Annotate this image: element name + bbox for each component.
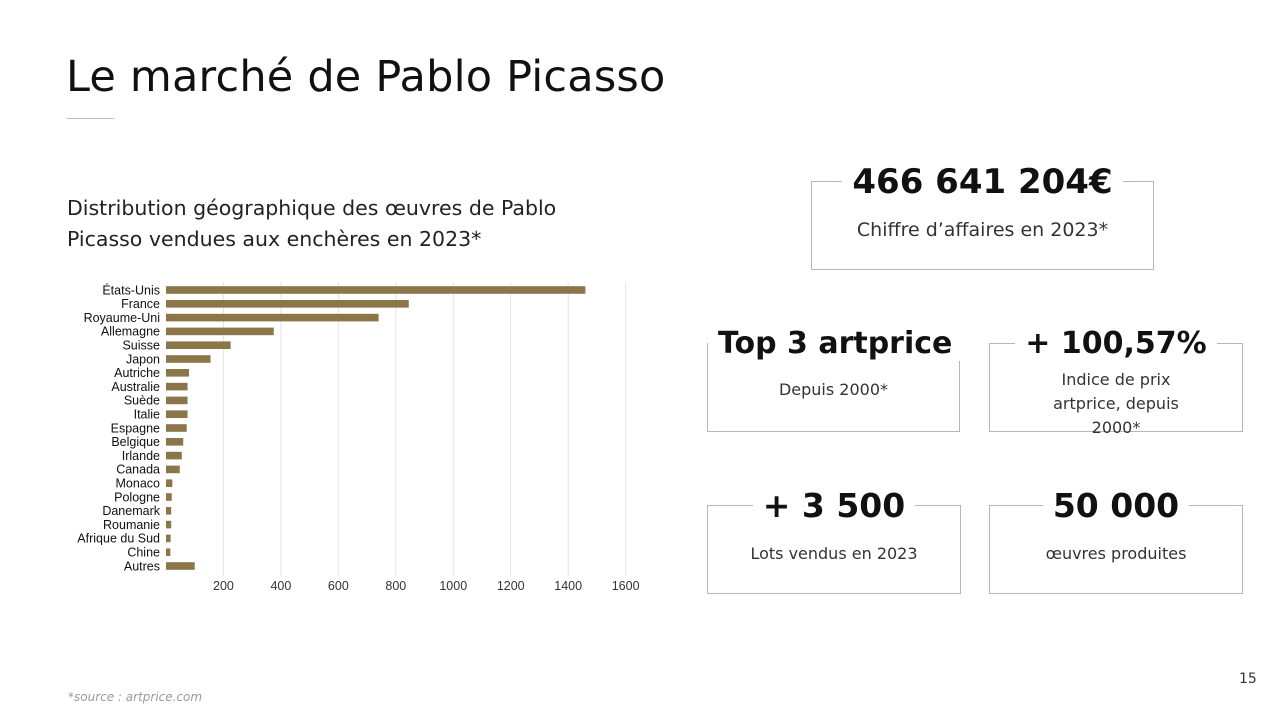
chart-x-tick-labels: 200 400 600 800 1000 1200 1400 1600: [213, 579, 640, 593]
bar: [166, 520, 172, 529]
price-index-label: Indice de prix artprice, depuis 2000*: [1053, 370, 1179, 437]
title-divider: [67, 118, 114, 119]
slide-title: Le marché de Pablo Picasso: [66, 52, 666, 102]
x-tick-label: 1400: [554, 579, 582, 593]
bar: [166, 327, 274, 336]
category-label: Danemark: [102, 504, 160, 518]
chart-bars: [166, 286, 586, 570]
bar: [166, 548, 171, 556]
turnover-value: 466 641 204€: [812, 162, 1153, 202]
works-stat-box: 50 000 œuvres produites: [989, 486, 1243, 594]
category-label: Roumanie: [103, 518, 160, 532]
category-label: Autriche: [114, 366, 160, 380]
bar: [166, 341, 231, 349]
bar: [166, 286, 586, 294]
x-tick-label: 1600: [612, 579, 640, 593]
bar: [166, 410, 188, 418]
bar: [166, 479, 173, 487]
top3-stat-box: Top 3 artprice Depuis 2000*: [707, 326, 963, 432]
category-label: Autres: [124, 559, 160, 573]
bar: [166, 534, 171, 543]
category-label: Belgique: [111, 435, 160, 449]
bar: [166, 396, 188, 405]
category-label: Canada: [116, 463, 160, 477]
x-tick-label: 800: [385, 579, 406, 593]
category-label: Australie: [111, 380, 160, 394]
x-tick-label: 600: [328, 579, 349, 593]
bar: [166, 507, 172, 515]
top3-value: Top 3 artprice: [708, 326, 963, 361]
chart-grid: [222, 282, 627, 576]
x-tick-label: 1200: [497, 579, 525, 593]
bar: [166, 369, 189, 377]
category-label: Afrique du Sud: [77, 532, 160, 546]
geographic-distribution-chart: États-UnisFranceRoyaume-UniAllemagneSuis…: [77, 282, 640, 593]
category-label: Pologne: [114, 490, 160, 504]
bar: [166, 465, 180, 474]
category-label: France: [121, 297, 160, 311]
lots-value: + 3 500: [708, 486, 960, 525]
chart-subtitle: Distribution géographique des œuvres de …: [67, 196, 557, 251]
category-label: Monaco: [116, 477, 161, 491]
bar: [166, 313, 379, 322]
turnover-label: Chiffre d’affaires en 2023*: [856, 219, 1109, 241]
price-index-stat-box: + 100,57% Indice de prix artprice, depui…: [989, 326, 1243, 437]
lots-label: Lots vendus en 2023: [750, 544, 918, 563]
category-label: Suisse: [122, 339, 160, 353]
category-label: Royaume-Uni: [84, 311, 160, 325]
x-tick-label: 200: [213, 579, 234, 593]
category-label: États-Unis: [102, 282, 160, 297]
bar: [166, 562, 195, 570]
top3-label: Depuis 2000*: [778, 380, 889, 399]
category-label: Allemagne: [101, 325, 160, 339]
bar: [166, 438, 184, 446]
price-index-value: + 100,57%: [990, 326, 1242, 361]
works-label: œuvres produites: [1045, 544, 1187, 563]
category-label: Japon: [126, 352, 160, 366]
category-label: Suède: [124, 394, 160, 408]
lots-stat-box: + 3 500 Lots vendus en 2023: [707, 486, 961, 594]
x-tick-label: 1000: [439, 579, 467, 593]
bar: [166, 451, 182, 460]
category-label: Irlande: [122, 449, 160, 463]
page-number: 15: [1239, 671, 1257, 687]
bar: [166, 493, 172, 501]
bar: [166, 382, 188, 391]
bar: [166, 424, 187, 432]
works-value: 50 000: [990, 486, 1242, 525]
bar: [166, 355, 211, 363]
bar: [166, 300, 409, 308]
category-label: Chine: [127, 546, 160, 560]
category-label: Espagne: [111, 421, 160, 435]
chart-category-labels: États-UnisFranceRoyaume-UniAllemagneSuis…: [77, 282, 160, 573]
turnover-stat-box: 466 641 204€ Chiffre d’affaires en 2023*: [811, 162, 1154, 270]
category-label: Italie: [134, 408, 160, 422]
x-tick-label: 400: [270, 579, 291, 593]
source-footnote: *source : artprice.com: [68, 690, 203, 704]
